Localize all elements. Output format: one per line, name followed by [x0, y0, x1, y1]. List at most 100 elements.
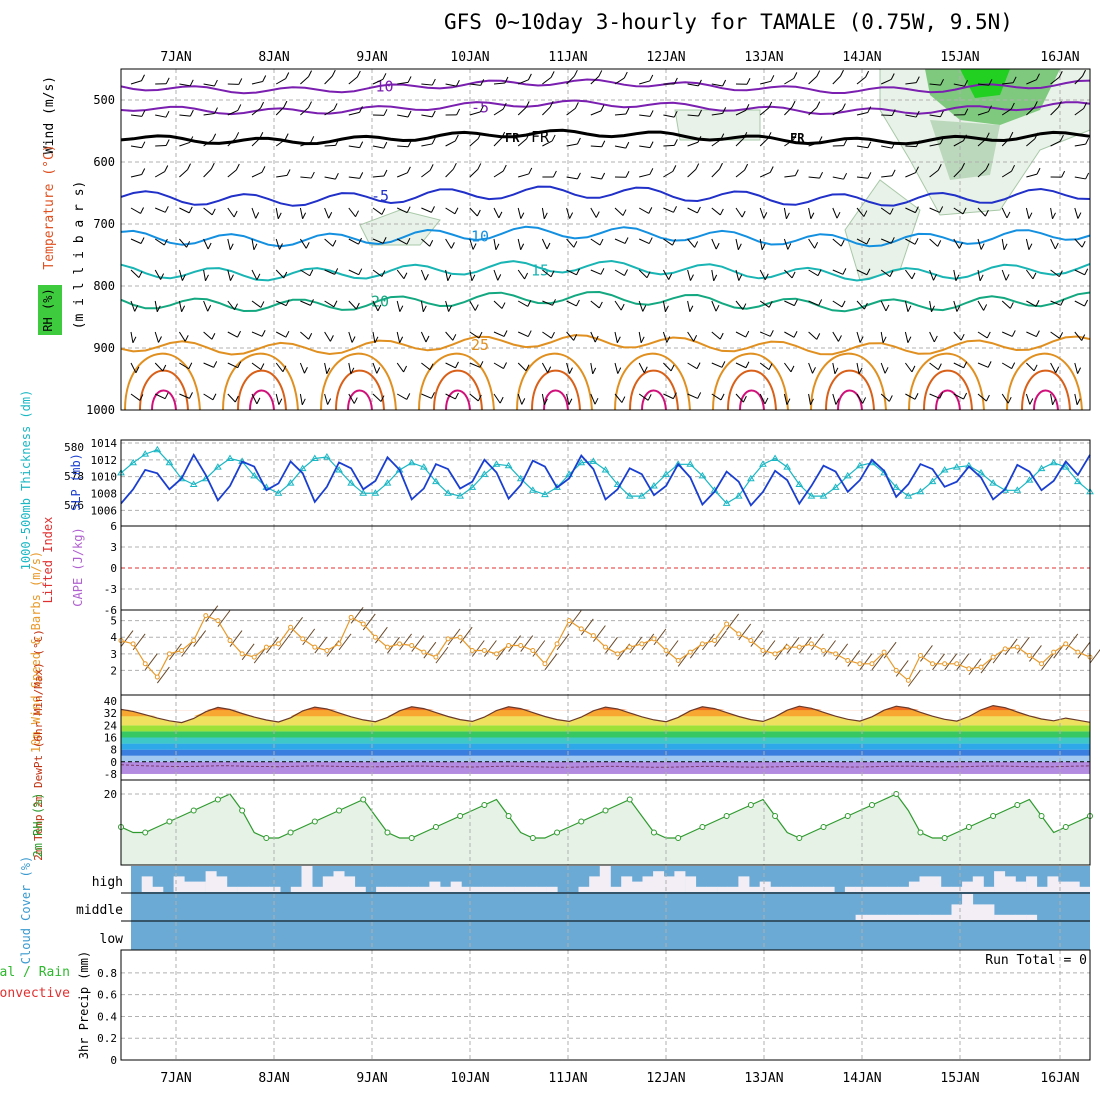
- wind-barb: [711, 112, 723, 116]
- wind10m-point: [1063, 641, 1069, 647]
- wind-barb: [880, 331, 884, 343]
- wind-barb: [907, 336, 912, 343]
- wind-barb: [713, 274, 718, 282]
- wind10m-point: [542, 661, 548, 667]
- wind-barb: [454, 207, 459, 215]
- wind-barb: [1050, 300, 1061, 306]
- wind-barb: [662, 300, 666, 312]
- wind10m-point: [905, 677, 911, 683]
- wind-barb: [397, 172, 408, 178]
- slp-series-line: [120, 452, 1091, 507]
- wind-barb: [759, 269, 766, 280]
- wind-barb: [841, 300, 846, 308]
- warm-isotherm-loop: [739, 389, 765, 411]
- wind-barb: [663, 114, 675, 118]
- wind-barb: [744, 163, 749, 171]
- warm-isotherm-loop: [641, 389, 667, 411]
- wind-barb: [517, 331, 529, 337]
- rh2m-point: [917, 829, 924, 836]
- wind-barb: [372, 145, 384, 149]
- wind-barb: [527, 73, 532, 81]
- wind-barb: [858, 367, 863, 375]
- wind10m-point: [1051, 649, 1057, 655]
- wind-barb: [454, 134, 459, 142]
- wind-barb: [134, 305, 139, 312]
- wind10m-point: [845, 657, 851, 663]
- wind-barb: [764, 273, 769, 280]
- wind-barb: [1025, 207, 1030, 219]
- thickness-point: [444, 489, 452, 496]
- wind-barb: [1050, 393, 1054, 405]
- rh2m-point: [868, 802, 875, 808]
- upper-air-panel: [120, 68, 1091, 411]
- wind-barb: [720, 133, 725, 140]
- cloud-bar: [322, 876, 334, 892]
- thickness-point: [831, 483, 840, 490]
- wind-barb: [856, 362, 860, 374]
- wind-barb: [309, 269, 314, 276]
- wind-barb: [448, 305, 453, 312]
- wind-barb: [502, 102, 507, 110]
- warm-isotherm-loop: [320, 352, 397, 411]
- wind-barb: [614, 113, 627, 116]
- wind-barb: [348, 362, 352, 374]
- wind-barb: [227, 207, 235, 218]
- warm-isotherm-loop: [516, 352, 593, 411]
- thickness-point: [855, 461, 864, 469]
- wind-barb: [445, 168, 454, 178]
- cloud-bar: [589, 876, 601, 892]
- wind-barb: [881, 175, 893, 178]
- cloud-bar: [781, 886, 792, 892]
- wind-barb: [985, 132, 990, 139]
- wind-barb: [479, 361, 484, 368]
- wind-barb: [856, 393, 864, 404]
- wind-barb: [649, 74, 654, 82]
- thickness-point: [989, 479, 997, 486]
- wind-barb: [905, 172, 916, 178]
- wind10m-barb: [726, 613, 740, 631]
- wind-barb: [620, 303, 625, 311]
- wind-barb: [933, 274, 937, 281]
- cloud-bar: [205, 871, 217, 892]
- cloud-bar: [940, 886, 952, 892]
- wind-barb: [690, 274, 694, 281]
- wind-barb: [745, 361, 750, 368]
- thickness-point: [129, 458, 137, 466]
- wind10m-barb: [956, 653, 970, 671]
- wind-barb: [566, 107, 576, 116]
- wind-barb: [735, 238, 739, 250]
- cloud-bar: [312, 886, 324, 892]
- wind-barb: [1026, 362, 1035, 372]
- wind10m-barb: [156, 666, 170, 684]
- rh2m-point: [747, 802, 754, 808]
- wind-barb: [179, 169, 188, 178]
- pressure-tick-label: 900: [93, 341, 115, 355]
- wind-barb: [687, 362, 698, 370]
- wind-barb: [784, 106, 793, 116]
- wind-barb: [429, 164, 434, 171]
- cloud-bar: [898, 886, 910, 892]
- wind-barb: [348, 238, 359, 245]
- wind-barb: [1036, 73, 1040, 80]
- wind-barb: [421, 169, 431, 178]
- rh2m-ylabel: 2m RH (%): [31, 792, 45, 857]
- wind10m-barb: [556, 633, 570, 651]
- wind10m-point: [312, 644, 318, 650]
- cloud-bar: [844, 886, 856, 892]
- wind-barb: [856, 300, 865, 310]
- wind-barb: [624, 237, 629, 244]
- wind-barb: [526, 132, 530, 140]
- wind-barb: [477, 163, 482, 170]
- temperature-area: [121, 705, 1090, 717]
- wind-barb: [421, 393, 432, 399]
- wind10m-barb: [823, 640, 836, 657]
- wind-barb: [504, 76, 509, 84]
- day-label-bottom: 10JAN: [450, 1071, 489, 1086]
- wind-barb: [953, 168, 962, 178]
- wind-barb: [407, 110, 412, 118]
- wind-barb: [986, 331, 991, 339]
- wind-barb: [431, 392, 435, 399]
- wind-barb: [810, 398, 814, 406]
- day-label-top: 14JAN: [842, 50, 881, 65]
- warm-isotherm-loop: [614, 352, 691, 411]
